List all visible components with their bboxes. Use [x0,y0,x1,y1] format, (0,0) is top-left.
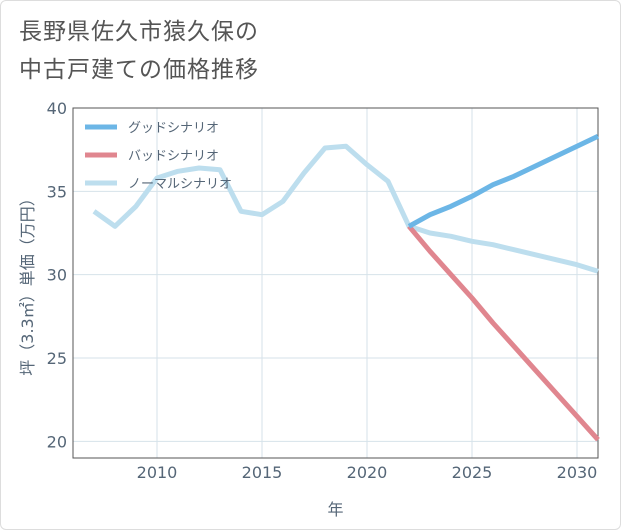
series-line-2 [92,143,599,274]
y-tick-label: 35 [47,182,67,201]
y-axis-title: 坪（3.3㎡）単価（万円） [18,190,37,375]
plot-area-border [72,107,599,459]
legend-label-0: グッドシナリオ [128,121,219,136]
chart-title: 長野県佐久市猿久保の 中古戸建ての価格推移 [19,19,259,83]
series-line-0 [407,134,600,229]
y-tick-label: 20 [47,432,67,451]
x-tick-label: 2015 [242,463,283,482]
x-tick-label: 2020 [347,463,388,482]
y-tick-label: 30 [47,266,67,285]
x-axis-title: 年 [327,500,343,519]
x-tick-label: 2030 [557,463,598,482]
legend-label-2: ノーマルシナリオ [128,177,232,192]
y-tick-label: 40 [47,99,67,118]
y-tick-label: 25 [47,349,67,368]
legend-label-1: バッドシナリオ [128,149,219,164]
x-tick-label: 2025 [452,463,493,482]
series-line-1 [407,224,600,442]
x-tick-label: 2010 [137,463,178,482]
